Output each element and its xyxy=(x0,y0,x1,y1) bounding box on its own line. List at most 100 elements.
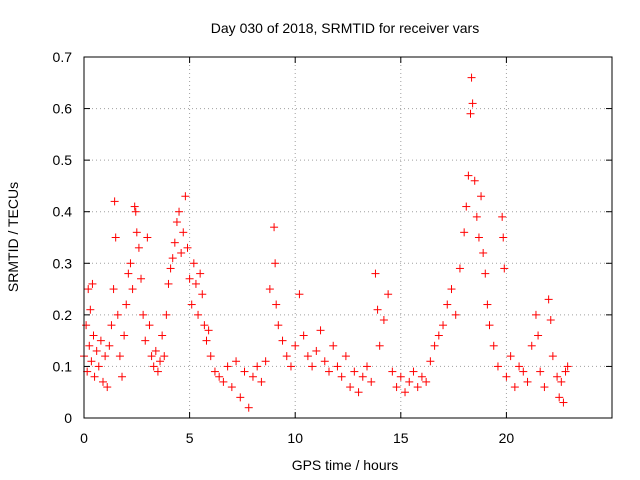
data-point xyxy=(282,352,291,361)
data-point xyxy=(555,393,564,402)
data-point xyxy=(350,367,359,376)
data-point xyxy=(86,305,95,314)
data-point xyxy=(153,367,162,376)
y-axis-label: SRMTID / TECUs xyxy=(5,182,21,292)
data-point xyxy=(244,403,253,412)
data-point xyxy=(489,341,498,350)
data-point xyxy=(460,228,469,237)
data-point xyxy=(430,341,439,350)
data-point xyxy=(132,228,141,237)
x-tick-label: 20 xyxy=(499,430,515,446)
data-point xyxy=(557,377,566,386)
data-point xyxy=(324,367,333,376)
data-point xyxy=(561,367,570,376)
data-point xyxy=(96,336,105,345)
data-point xyxy=(519,367,528,376)
data-point xyxy=(107,321,116,330)
data-point xyxy=(468,99,477,108)
data-point xyxy=(286,362,295,371)
data-point xyxy=(145,321,154,330)
y-tick-label: 0.5 xyxy=(53,152,73,168)
data-point xyxy=(115,352,124,361)
x-tick-label: 15 xyxy=(393,430,409,446)
x-tick-label: 0 xyxy=(80,430,88,446)
data-point xyxy=(401,388,410,397)
data-point xyxy=(295,290,304,299)
data-point xyxy=(363,362,372,371)
data-point xyxy=(143,233,152,242)
data-point xyxy=(196,269,205,278)
data-point xyxy=(200,321,209,330)
data-point xyxy=(185,274,194,283)
axis-ticks: 0 5 10 15 20 0 0.1 0.2 0.3 0.4 0.5 0.6 0.7 xyxy=(53,49,612,446)
data-point xyxy=(274,321,283,330)
data-point xyxy=(204,326,213,335)
data-point xyxy=(94,362,103,371)
data-point xyxy=(206,352,215,361)
data-point xyxy=(89,331,98,340)
data-point xyxy=(536,367,545,376)
data-point xyxy=(553,372,562,381)
data-point xyxy=(413,383,422,392)
data-point xyxy=(467,73,476,82)
data-point xyxy=(124,269,133,278)
data-point xyxy=(240,367,249,376)
data-point xyxy=(506,352,515,361)
data-point xyxy=(500,264,509,273)
data-point xyxy=(388,367,397,376)
data-point xyxy=(379,316,388,325)
data-point xyxy=(219,377,228,386)
data-point xyxy=(329,341,338,350)
data-point xyxy=(531,310,540,319)
y-tick-label: 0.7 xyxy=(53,49,73,65)
data-point xyxy=(156,357,165,366)
data-point xyxy=(198,290,207,299)
data-point xyxy=(99,377,108,386)
data-point xyxy=(101,352,110,361)
data-point xyxy=(261,357,270,366)
data-point xyxy=(271,259,280,268)
data-point xyxy=(358,372,367,381)
data-point xyxy=(527,341,536,350)
data-point xyxy=(485,321,494,330)
data-point xyxy=(118,372,127,381)
data-point xyxy=(187,300,196,309)
data-point xyxy=(312,346,321,355)
data-point xyxy=(308,362,317,371)
data-point xyxy=(177,248,186,257)
data-point xyxy=(111,233,120,242)
data-point xyxy=(166,264,175,273)
data-point xyxy=(479,248,488,257)
data-point xyxy=(83,367,92,376)
data-point xyxy=(439,321,448,330)
data-point xyxy=(103,383,112,392)
data-point xyxy=(210,367,219,376)
data-point xyxy=(181,192,190,201)
data-point xyxy=(126,259,135,268)
data-point xyxy=(499,233,508,242)
data-point xyxy=(183,243,192,252)
data-point xyxy=(354,388,363,397)
data-point xyxy=(170,238,179,247)
data-point xyxy=(434,331,443,340)
data-point xyxy=(502,372,511,381)
data-point xyxy=(179,228,188,237)
data-point xyxy=(149,362,158,371)
data-point xyxy=(168,254,177,263)
data-point xyxy=(337,372,346,381)
data-point xyxy=(92,346,101,355)
data-point xyxy=(544,295,553,304)
data-point xyxy=(172,218,181,227)
data-point xyxy=(131,207,140,216)
data-point xyxy=(466,109,475,118)
y-tick-label: 0 xyxy=(64,410,72,426)
data-point xyxy=(563,362,572,371)
data-point xyxy=(194,310,203,319)
data-point xyxy=(493,362,502,371)
data-point xyxy=(375,341,384,350)
data-point xyxy=(367,377,376,386)
data-point xyxy=(316,326,325,335)
data-point xyxy=(141,336,150,345)
